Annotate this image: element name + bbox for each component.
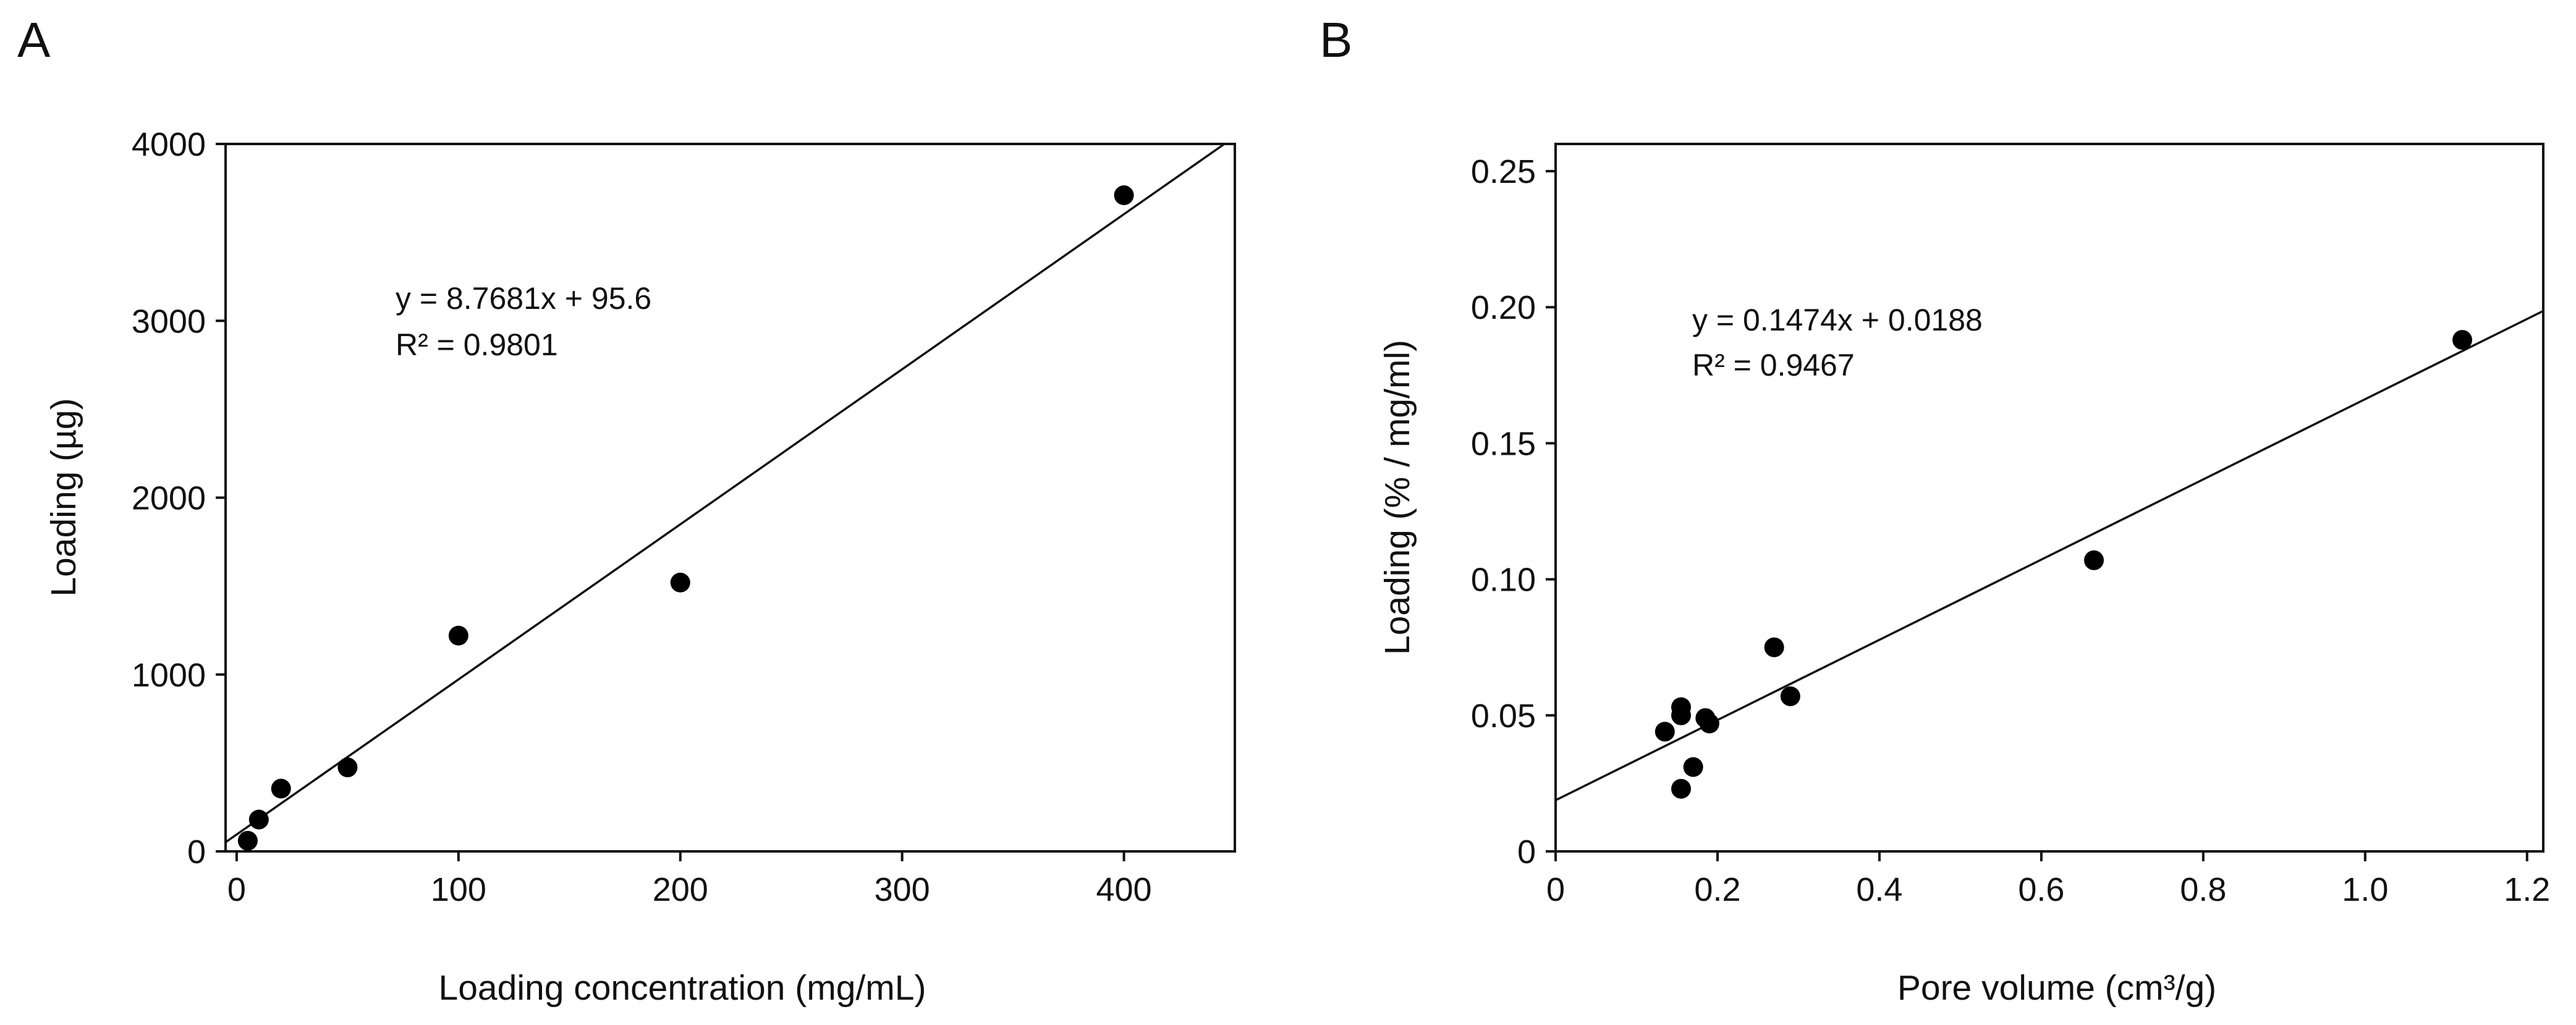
panel-b-data-point [1671, 778, 1692, 799]
panel-a-y-tick-label: 2000 [132, 480, 206, 517]
panel-a-plot-area [224, 143, 1236, 853]
panel-a-data-point [448, 625, 468, 646]
panel-a-points [237, 185, 1134, 851]
panel-a-y-tick-label: 4000 [132, 126, 206, 163]
panel-a-label: A [17, 12, 51, 67]
panel-b-r-squared: R² = 0.9467 [1692, 348, 1855, 382]
panel-b-data-point [2452, 330, 2473, 350]
panel-a-data-point [670, 572, 690, 593]
panel-b-y-tick-label: 0.25 [1471, 153, 1536, 190]
panel-a-data-point [271, 778, 291, 799]
panel-a-x-tick-label: 400 [1096, 871, 1151, 908]
panel-b-data-point [1654, 722, 1675, 742]
panel-a-trendline [224, 143, 1226, 843]
panel-a-y-tick-label: 0 [187, 833, 206, 871]
panel-b-x-tick-label: 1.2 [2504, 871, 2550, 908]
panel-b-trendline-group [1555, 310, 2544, 801]
panel-a-y-axis-title: Loading (µg) [44, 398, 83, 596]
panel-b-x-tick-label: 0.6 [2018, 871, 2064, 908]
panel-a-data-point [237, 830, 258, 851]
panel-b-data-point [1699, 714, 1719, 734]
panel-b-data-point [1683, 757, 1703, 777]
panel-b-y-tick-label: 0.20 [1471, 289, 1536, 326]
panel-b-data-point [1780, 686, 1800, 706]
panel-b-y-axis-title: Loading (% / mg/ml) [1378, 340, 1417, 655]
panel-b-trendline [1555, 310, 2544, 801]
panel-b-x-axis-title: Pore volume (cm³/g) [1897, 968, 2216, 1008]
panel-b-ticks: 0 0.2 0.4 0.6 0.8 1.0 1.2 0 0.05 0.10 0.15 0.20 0.25 [1471, 153, 2550, 908]
panel-b-data-point [1671, 697, 1692, 717]
panel-a-x-tick-label: 200 [653, 871, 708, 908]
panel-b: B 0 0.2 0.4 0.6 0.8 1.0 1.2 0 0.05 0.10 0.15 0.20 0.… [1320, 12, 2550, 1008]
panel-a-y-tick-label: 1000 [132, 657, 206, 694]
panel-b-x-tick-label: 1.0 [2342, 871, 2388, 908]
panel-a-x-tick-label: 100 [431, 871, 486, 908]
panel-b-y-tick-label: 0.05 [1471, 698, 1536, 735]
panel-a-data-point [1114, 185, 1134, 206]
panel-b-x-tick-label: 0.8 [2180, 871, 2226, 908]
panel-a-x-tick-label: 300 [875, 871, 930, 908]
panel-a-data-point [337, 757, 358, 778]
panel-a-x-tick-label: 0 [227, 871, 246, 908]
panel-b-data-point [2084, 550, 2104, 570]
panel-b-points [1654, 330, 2473, 799]
panel-a-r-squared: R² = 0.9801 [396, 327, 558, 362]
panel-b-y-tick-label: 0.15 [1471, 425, 1536, 462]
panel-b-x-tick-label: 0.2 [1694, 871, 1740, 908]
panel-b-x-tick-label: 0 [1546, 871, 1565, 908]
panel-a-x-axis-title: Loading concentration (mg/mL) [439, 968, 926, 1008]
panel-b-y-tick-label: 0 [1517, 833, 1536, 871]
panel-b-plot-area [1554, 143, 2544, 853]
panel-b-y-tick-label: 0.10 [1471, 562, 1536, 599]
panel-a-y-tick-label: 3000 [132, 303, 206, 340]
panel-a-trendline-group [224, 143, 1226, 843]
panel-b-x-tick-label: 0.4 [1856, 871, 1902, 908]
panel-b-data-point [1764, 637, 1784, 657]
panel-a-equation: y = 8.7681x + 95.6 [396, 281, 651, 316]
panel-b-label: B [1320, 12, 1352, 67]
panel-b-equation: y = 0.1474x + 0.0188 [1692, 303, 1983, 337]
panel-a-data-point [248, 809, 269, 830]
